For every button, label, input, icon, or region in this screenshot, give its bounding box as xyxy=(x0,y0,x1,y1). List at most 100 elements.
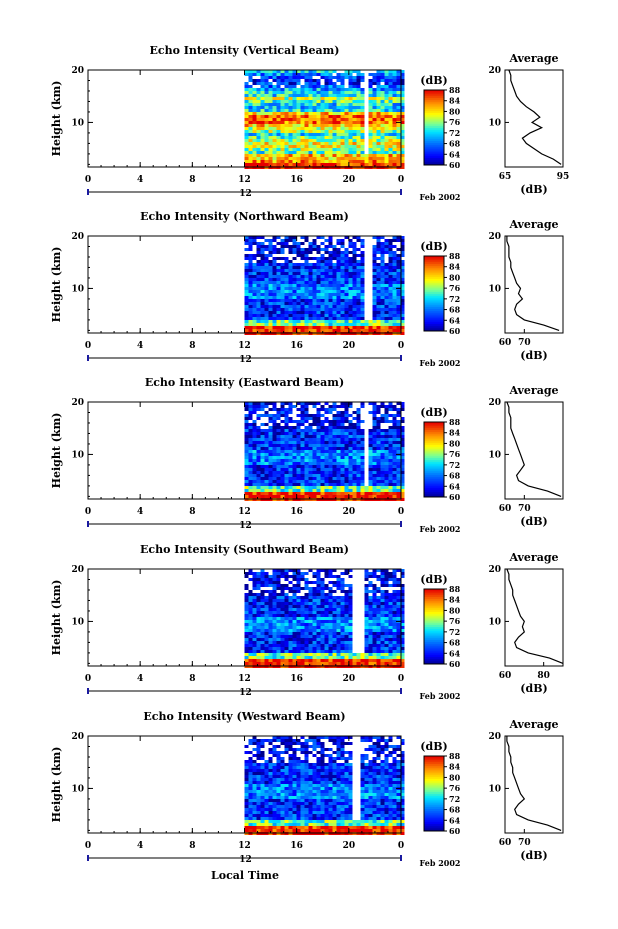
heatmap-cell xyxy=(268,151,273,154)
heatmap-cell xyxy=(336,106,341,109)
heatmap-cell xyxy=(288,278,293,281)
heatmap-cell xyxy=(284,617,289,620)
heatmap-cell xyxy=(376,489,381,492)
heatmap-cell xyxy=(356,471,361,474)
heatmap-cell xyxy=(316,157,321,160)
heatmap-cell xyxy=(256,154,261,157)
heatmap-cell xyxy=(348,317,353,320)
heatmap-cell xyxy=(392,311,397,314)
heatmap-cell xyxy=(384,495,389,498)
x-tick-label: 12 xyxy=(238,341,251,351)
heatmap-cell xyxy=(308,70,313,73)
heatmap-cell xyxy=(280,305,285,308)
heatmap-cell xyxy=(280,569,285,572)
heatmap-cell xyxy=(336,124,341,127)
heatmap-cell xyxy=(308,266,313,269)
heatmap-cell xyxy=(328,124,333,127)
heatmap-cell xyxy=(368,163,373,166)
heatmap-cell xyxy=(260,85,265,88)
heatmap-cell xyxy=(256,456,261,459)
heatmap-cell xyxy=(332,584,337,587)
heatmap-cell xyxy=(344,88,349,91)
chart-title: Echo Intensity (Eastward Beam) xyxy=(145,376,344,389)
heatmap-cell xyxy=(324,112,329,115)
heatmap-cell xyxy=(280,121,285,124)
heatmap-cell xyxy=(400,329,405,332)
heatmap-cell xyxy=(268,578,273,581)
heatmap-cell xyxy=(308,109,313,112)
heatmap-cell xyxy=(344,617,349,620)
heatmap-cell xyxy=(304,483,309,486)
heatmap-cell xyxy=(312,109,317,112)
heatmap-cell xyxy=(376,290,381,293)
heatmap-cell xyxy=(396,605,401,608)
heatmap-cell xyxy=(280,73,285,76)
heatmap-cell xyxy=(316,281,321,284)
heatmap-cell xyxy=(376,590,381,593)
heatmap-cell xyxy=(248,284,253,287)
heatmap-cell xyxy=(260,142,265,145)
heatmap-cell xyxy=(396,486,401,489)
heatmap-cell xyxy=(396,130,401,133)
heatmap-cell xyxy=(352,139,357,142)
heatmap-cell xyxy=(288,620,293,623)
heatmap-cell xyxy=(272,320,277,323)
heatmap-cell xyxy=(264,142,269,145)
heatmap-cell xyxy=(284,632,289,635)
heatmap-cell xyxy=(324,287,329,290)
heatmap-cell xyxy=(276,653,281,656)
heatmap-cell xyxy=(300,106,305,109)
heatmap-cell xyxy=(380,139,385,142)
heatmap-cell xyxy=(276,76,281,79)
heatmap-cell xyxy=(392,578,397,581)
heatmap-cell xyxy=(328,638,333,641)
heatmap-cell xyxy=(304,124,309,127)
heatmap-cell xyxy=(336,115,341,118)
heatmap-cell xyxy=(312,414,317,417)
heatmap-cell xyxy=(268,136,273,139)
heatmap-cell xyxy=(288,296,293,299)
colorbar-segment xyxy=(424,99,444,102)
heatmap-cell xyxy=(400,91,405,94)
heatmap-cell xyxy=(392,109,397,112)
heatmap-cell xyxy=(336,151,341,154)
heatmap-cell xyxy=(340,617,345,620)
heatmap-cell xyxy=(352,468,357,471)
heatmap-cell xyxy=(348,605,353,608)
heatmap-cell xyxy=(348,139,353,142)
heatmap-cell xyxy=(320,423,325,426)
heatmap-cell xyxy=(296,323,301,326)
heatmap-cell xyxy=(368,477,373,480)
heatmap-cell xyxy=(392,272,397,275)
heatmap-cell xyxy=(292,127,297,130)
heatmap-cell xyxy=(312,432,317,435)
heatmap-cell xyxy=(320,160,325,163)
heatmap-cell xyxy=(288,320,293,323)
heatmap-cell xyxy=(332,121,337,124)
heatmap-cell xyxy=(244,97,249,100)
heatmap-cell xyxy=(268,76,273,79)
heatmap-cell xyxy=(352,426,357,429)
heatmap-cell xyxy=(304,293,309,296)
heatmap-cell xyxy=(304,480,309,483)
heatmap-cell xyxy=(284,653,289,656)
heatmap-cell xyxy=(308,486,313,489)
heatmap-cell xyxy=(312,88,317,91)
heatmap-cell xyxy=(284,641,289,644)
heatmap-cell xyxy=(312,459,317,462)
heatmap-cell xyxy=(304,320,309,323)
heatmap-cell xyxy=(356,293,361,296)
heatmap-cell xyxy=(376,447,381,450)
heatmap-cell xyxy=(244,629,249,632)
heatmap-cell xyxy=(312,296,317,299)
heatmap-cell xyxy=(392,73,397,76)
heatmap-cell xyxy=(300,602,305,605)
heatmap-cell xyxy=(384,569,389,572)
heatmap-cell xyxy=(244,420,249,423)
heatmap-cell xyxy=(296,632,301,635)
heatmap-cell xyxy=(300,629,305,632)
heatmap-cell xyxy=(400,608,405,611)
heatmap-cell xyxy=(336,136,341,139)
heatmap-cell xyxy=(376,459,381,462)
day-label: 12 xyxy=(239,355,252,365)
